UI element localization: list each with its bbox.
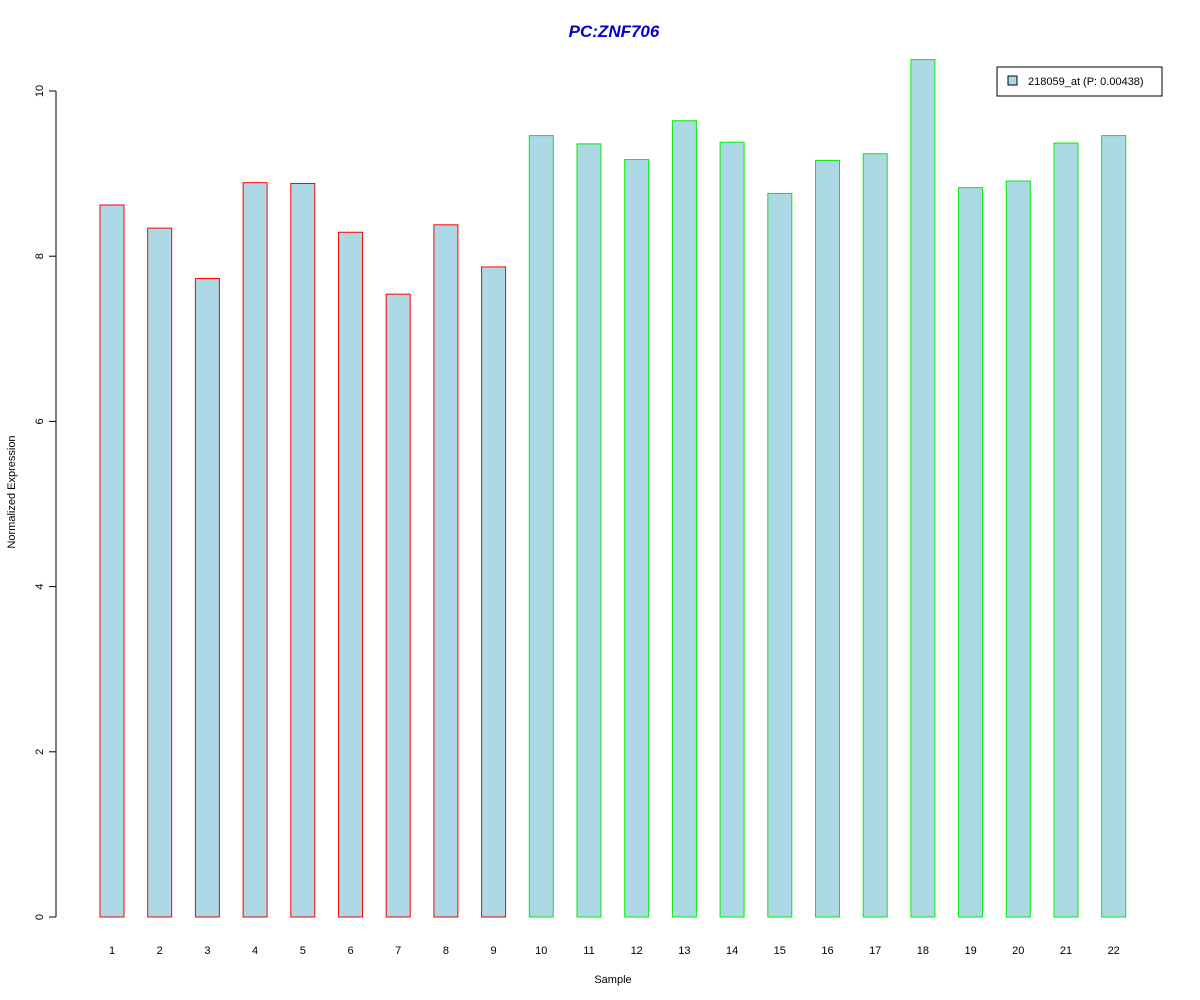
x-tick-label: 10 bbox=[535, 945, 547, 957]
x-tick-label: 22 bbox=[1108, 945, 1120, 957]
x-tick-label: 3 bbox=[204, 945, 210, 957]
bar bbox=[1101, 135, 1127, 918]
bar bbox=[1053, 142, 1079, 918]
x-tick-label: 21 bbox=[1060, 945, 1072, 957]
bar bbox=[481, 266, 507, 918]
bar bbox=[194, 278, 220, 918]
x-tick-label: 18 bbox=[917, 945, 929, 957]
bar bbox=[719, 141, 745, 918]
x-tick-label: 2 bbox=[157, 945, 163, 957]
x-tick-label: 13 bbox=[678, 945, 690, 957]
bar bbox=[290, 183, 316, 918]
legend: 218059_at (P: 0.00438) bbox=[996, 66, 1163, 97]
x-axis: 1 2 3 4 5 6 7 8 9 10 11 12 13 14 15 16 17 18 19 20 21 22 bbox=[109, 945, 1120, 957]
bar bbox=[528, 135, 554, 918]
y-tick-label: 6 bbox=[34, 418, 46, 424]
y-tick-label: 2 bbox=[34, 749, 46, 755]
bar bbox=[671, 120, 697, 918]
bar bbox=[385, 293, 411, 918]
x-tick-label: 20 bbox=[1012, 945, 1024, 957]
bar bbox=[910, 59, 936, 918]
x-tick-label: 1 bbox=[109, 945, 115, 957]
bar bbox=[576, 143, 602, 918]
x-tick-label: 6 bbox=[347, 945, 353, 957]
bar bbox=[147, 227, 173, 918]
x-tick-label: 5 bbox=[300, 945, 306, 957]
x-tick-label: 17 bbox=[869, 945, 881, 957]
y-tick-label: 8 bbox=[34, 253, 46, 259]
legend-box bbox=[996, 66, 1163, 97]
bar bbox=[1005, 180, 1031, 918]
x-tick-label: 11 bbox=[583, 945, 594, 957]
bar bbox=[958, 187, 984, 918]
y-axis-label: Normalized Expression bbox=[6, 435, 18, 548]
bar bbox=[815, 159, 840, 918]
bar bbox=[862, 153, 888, 918]
x-tick-label: 16 bbox=[821, 945, 833, 957]
x-tick-label: 9 bbox=[491, 945, 497, 957]
x-tick-label: 12 bbox=[631, 945, 643, 957]
y-tick-label: 4 bbox=[34, 584, 46, 590]
y-tick-label: 0 bbox=[34, 914, 46, 920]
legend-swatch bbox=[1007, 75, 1018, 86]
y-axis: 0 2 4 6 8 10 bbox=[34, 85, 57, 920]
x-tick-label: 7 bbox=[395, 945, 401, 957]
x-tick-label: 15 bbox=[774, 945, 786, 957]
bar bbox=[433, 224, 459, 918]
y-tick-label: 10 bbox=[34, 85, 46, 97]
x-tick-label: 8 bbox=[443, 945, 449, 957]
bars-group bbox=[99, 59, 1127, 918]
legend-label: 218059_at (P: 0.00438) bbox=[1028, 76, 1144, 88]
x-tick-label: 4 bbox=[252, 945, 258, 957]
chart-title: PC:ZNF706 bbox=[569, 22, 660, 41]
x-tick-label: 14 bbox=[726, 945, 738, 957]
bar bbox=[242, 182, 268, 918]
bar bbox=[338, 231, 363, 918]
x-tick-label: 19 bbox=[964, 945, 976, 957]
bar bbox=[767, 192, 793, 918]
x-axis-label: Sample bbox=[594, 974, 631, 986]
bar bbox=[99, 204, 125, 918]
bar bbox=[624, 159, 650, 918]
